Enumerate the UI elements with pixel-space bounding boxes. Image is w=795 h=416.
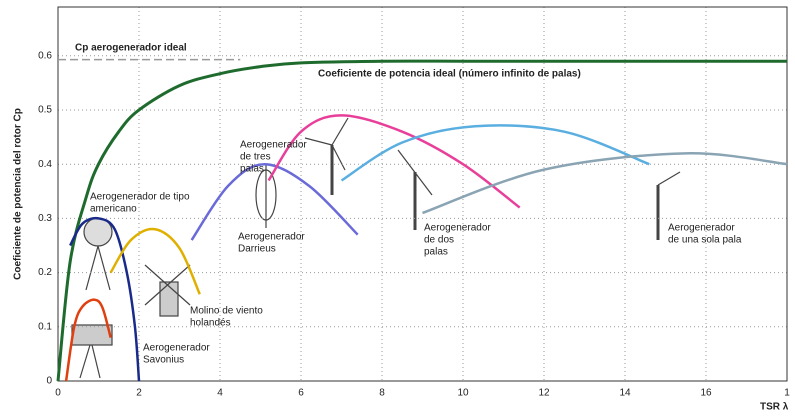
x-tick-label: 1: [784, 388, 790, 399]
one-blade-icon: [656, 171, 681, 240]
betz-label: Cp aerogenerador ideal: [75, 43, 187, 54]
curve: [190, 162, 359, 241]
x-tick-label: 16: [700, 388, 712, 399]
annotation: Aerogenerador: [668, 223, 735, 234]
curve: [69, 216, 141, 382]
y-axis-label: Coeficiente de potencia del rotor Cp: [13, 108, 24, 280]
y-tick-label: 0.4: [38, 159, 52, 170]
annotation: Molino de viento: [190, 306, 263, 317]
american-icon: [83, 217, 113, 291]
y-tick-label: 0.6: [38, 50, 52, 61]
curve: [109, 227, 201, 295]
curve: [64, 298, 112, 382]
annotation: Aerogenerador: [240, 140, 307, 151]
x-tick-label: 14: [619, 388, 631, 399]
x-tick-label: 0: [55, 388, 61, 399]
annotation: de tres: [240, 152, 271, 163]
annotation: Aerogenerador: [238, 232, 305, 243]
plot-frame: [57, 6, 788, 382]
curve: [56, 59, 787, 382]
three-blade-icon: [304, 117, 349, 195]
x-tick-label: 6: [298, 388, 304, 399]
y-tick-label: 0: [46, 376, 52, 387]
y-tick-label: 0.1: [38, 321, 52, 332]
two-blade-icon: [397, 149, 433, 230]
annotation: Coeficiente de potencia ideal (número in…: [318, 69, 581, 80]
annotation: Aerogenerador: [143, 343, 210, 354]
y-tick-label: 0.5: [38, 105, 52, 116]
annotation: holandés: [190, 318, 231, 329]
annotation: Savonius: [143, 355, 184, 366]
annotation: Aerogenerador: [424, 223, 491, 234]
x-tick-label: 2: [136, 388, 142, 399]
x-axis-label: TSR λ: [760, 402, 789, 413]
annotation: de dos: [424, 235, 454, 246]
curve: [340, 124, 650, 182]
curve: [422, 152, 788, 215]
icons: [71, 117, 681, 379]
dutch-icon: [144, 264, 191, 317]
annotation: Aerogenerador de tipo: [90, 192, 190, 203]
y-tick-label: 0.3: [38, 213, 52, 224]
x-tick-label: 12: [538, 388, 550, 399]
annotation: palas: [240, 164, 264, 175]
annotation: de una sola pala: [668, 235, 742, 246]
annotation: palas: [424, 247, 448, 258]
x-tick-label: 4: [217, 388, 223, 399]
curve: [267, 114, 521, 209]
x-tick-label: 8: [379, 388, 385, 399]
y-tick-label: 0.2: [38, 267, 52, 278]
annotation: Darrieus: [238, 244, 276, 255]
darrieus-icon: [255, 165, 277, 228]
x-tick-label: 10: [457, 388, 469, 399]
annotation: americano: [90, 204, 137, 215]
savonius-icon: [71, 324, 113, 379]
